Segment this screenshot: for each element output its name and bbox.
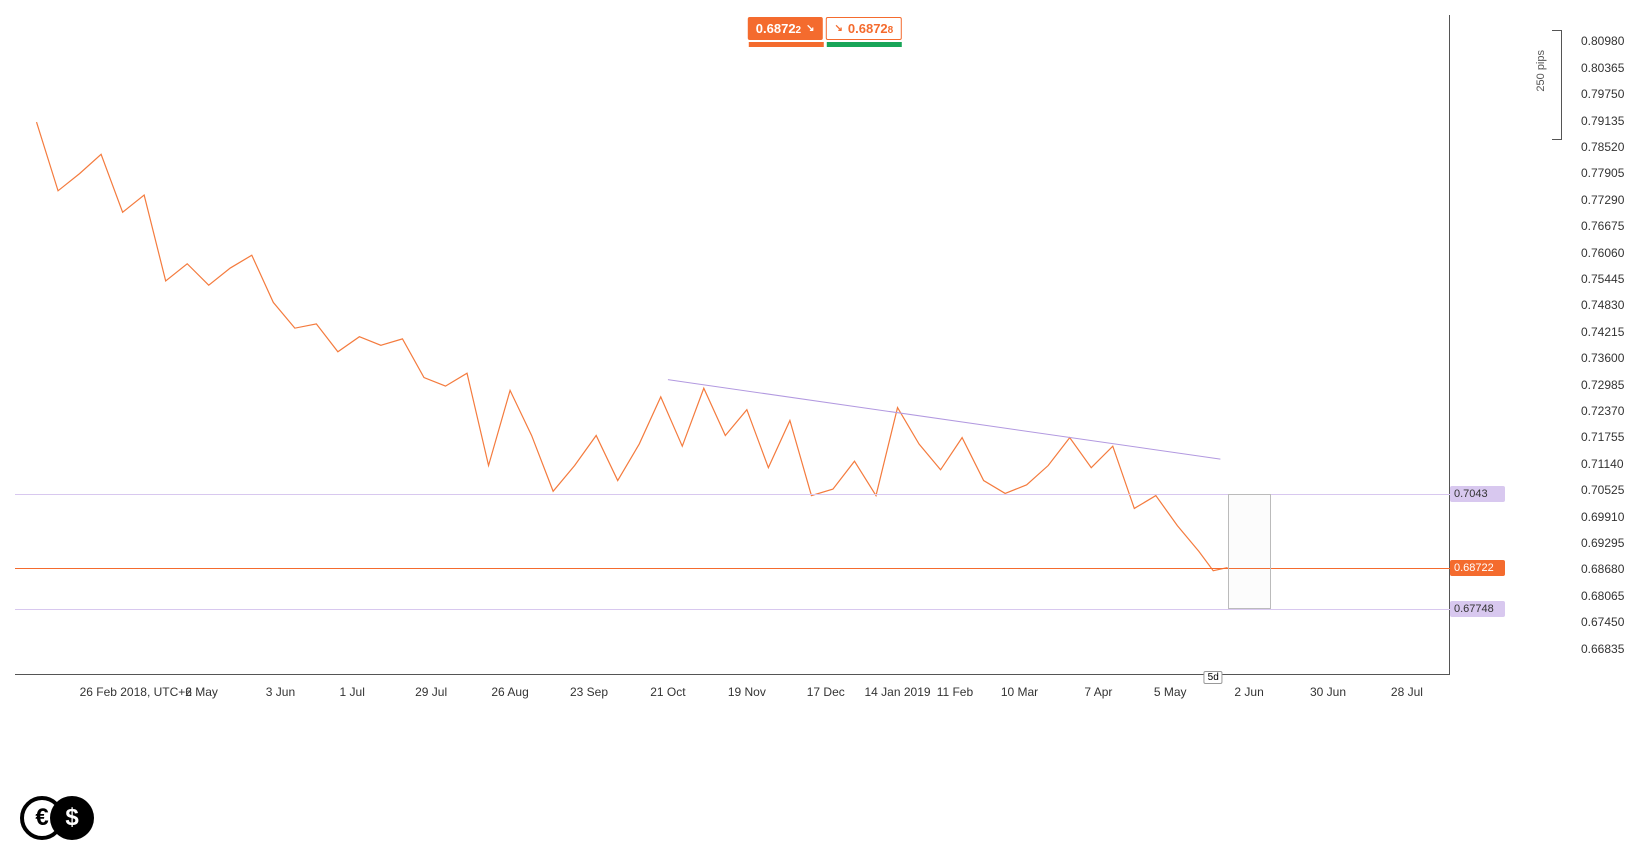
hline <box>15 609 1450 610</box>
x-tick: 29 Jul <box>415 685 447 699</box>
y-tick: 0.79750 <box>1575 87 1635 101</box>
currency-logo: € $ <box>20 796 100 840</box>
y-tick: 0.72985 <box>1575 378 1635 392</box>
x-tick: 7 Apr <box>1084 685 1112 699</box>
bar-right <box>827 42 902 47</box>
x-tick: 11 Feb <box>937 685 973 699</box>
ask-value: 0.68728 <box>848 21 893 36</box>
x-axis: 26 Feb 2018, UTC+26 May 3 Jun 1 Jul 29 Jul 2… <box>15 680 1450 705</box>
x-tick: 30 Jun <box>1310 685 1346 699</box>
down-arrow-icon: ↘ <box>835 23 843 34</box>
x-tick: 21 Oct <box>650 685 685 699</box>
forecast-box <box>1228 494 1271 609</box>
y-tick: 0.68065 <box>1575 589 1635 603</box>
pips-label: 250 pips <box>1535 50 1547 92</box>
y-tick: 0.72370 <box>1575 404 1635 418</box>
x-tick: 1 Jul <box>340 685 365 699</box>
y-tick: 0.76675 <box>1575 219 1635 233</box>
y-tick: 0.79135 <box>1575 114 1635 128</box>
y-tick: 0.76060 <box>1575 246 1635 260</box>
x-tick: 6 May <box>185 685 218 699</box>
x-tick: 2 Jun <box>1234 685 1263 699</box>
down-arrow-icon: ↘ <box>806 23 814 34</box>
bid-value: 0.68722 <box>756 21 801 36</box>
plot-area[interactable]: 5d 0.70430.687220.67748 <box>15 15 1450 675</box>
y-tick: 0.68680 <box>1575 562 1635 576</box>
x-tick: 28 Jul <box>1391 685 1423 699</box>
y-tick: 0.73600 <box>1575 351 1635 365</box>
y-tick: 0.71140 <box>1575 457 1635 471</box>
quote-bar: 0.68722 ↘ ↘ 0.68728 <box>748 17 902 47</box>
y-axis: 0.80980 0.80365 0.79750 0.79135 0.78520 0.779… <box>1565 15 1635 675</box>
y-tick: 0.75445 <box>1575 272 1635 286</box>
x-tick: 14 Jan 2019 <box>864 685 930 699</box>
x-tick: 17 Dec <box>807 685 845 699</box>
dollar-icon: $ <box>50 796 94 840</box>
y-tick: 0.66835 <box>1575 642 1635 656</box>
price-marker: 0.7043 <box>1450 486 1505 502</box>
x-tick: 26 Aug <box>491 685 528 699</box>
x-tick: 3 Jun <box>266 685 295 699</box>
x-tick: 5 May <box>1154 685 1187 699</box>
y-tick: 0.71755 <box>1575 430 1635 444</box>
y-tick: 0.67450 <box>1575 615 1635 629</box>
x-tick: 23 Sep <box>570 685 608 699</box>
x-tick: 10 Mar <box>1001 685 1038 699</box>
y-tick: 0.69910 <box>1575 510 1635 524</box>
y-tick: 0.69295 <box>1575 536 1635 550</box>
y-tick: 0.74830 <box>1575 298 1635 312</box>
bar-left <box>749 42 824 47</box>
x-tick: 26 Feb 2018, UTC+2 <box>80 685 192 699</box>
spread-bar <box>749 42 902 47</box>
y-tick: 0.78520 <box>1575 140 1635 154</box>
price-chart[interactable]: 5d 0.70430.687220.67748 250 pips 0.80980… <box>15 15 1635 785</box>
ask-quote[interactable]: ↘ 0.68728 <box>826 17 903 40</box>
price-marker: 0.68722 <box>1450 560 1505 576</box>
bid-quote[interactable]: 0.68722 ↘ <box>748 17 823 40</box>
price-marker: 0.67748 <box>1450 601 1505 617</box>
y-tick: 0.74215 <box>1575 325 1635 339</box>
y-tick: 0.77290 <box>1575 193 1635 207</box>
y-tick: 0.77905 <box>1575 166 1635 180</box>
y-tick: 0.80980 <box>1575 34 1635 48</box>
x-tick: 19 Nov <box>728 685 766 699</box>
pips-bracket <box>1552 30 1562 140</box>
y-tick: 0.80365 <box>1575 61 1635 75</box>
y-tick: 0.70525 <box>1575 483 1635 497</box>
